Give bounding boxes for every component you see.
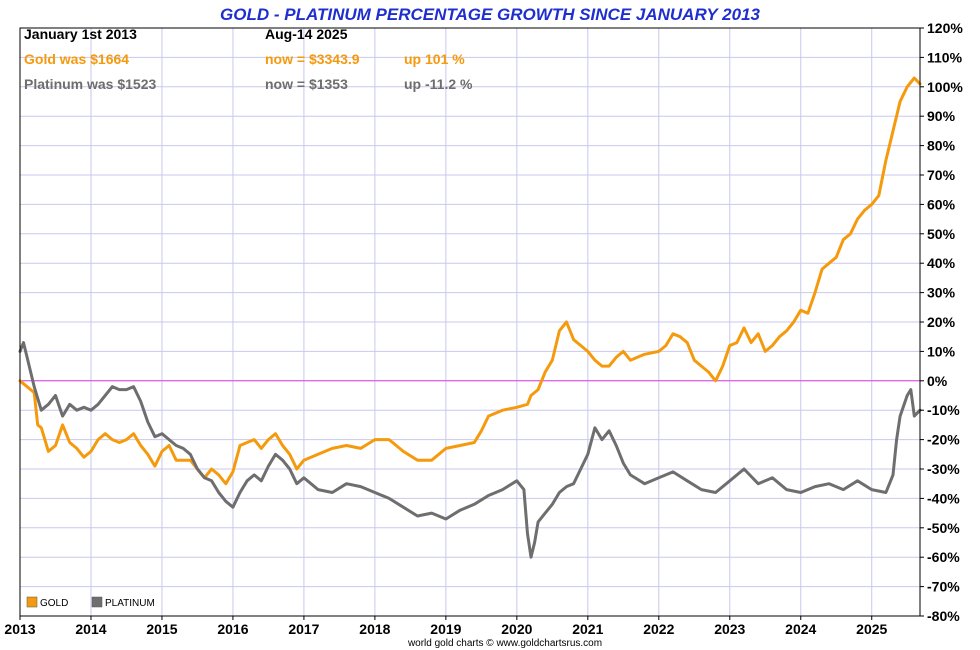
y-tick-label: 20% [927,314,956,330]
credit-line: world gold charts © www.goldchartsrus.co… [407,638,602,649]
x-tick-label: 2021 [572,621,603,637]
y-tick-label: 10% [927,343,956,359]
y-tick-label: 90% [927,108,956,124]
gold-current-price: now = $3343.9 [265,51,360,67]
platinum-change: up -11.2 % [404,76,473,92]
x-axis-ticks: 2013 2014 2015 2016 2017 2018 2019 2020 2021 2022… [4,616,888,637]
gold-start-price: Gold was $1664 [24,51,129,67]
start-date-label: January 1st 2013 [24,26,137,42]
y-tick-label: -40% [927,490,960,506]
series-line-gold [18,76,922,486]
y-tick-label: -20% [927,432,960,448]
x-tick-label: 2024 [785,621,816,637]
y-tick-label: 60% [927,196,956,212]
legend-label-platinum: PLATINUM [105,598,155,609]
y-axis-ticks: 120% 110% 100% 90% 80% 70% 60% 50% 40% 30% 20% 10% 0… [920,20,963,624]
y-tick-label: -50% [927,520,960,536]
y-tick-label: 50% [927,226,956,242]
y-tick-label: -60% [927,549,960,565]
x-tick-label: 2016 [217,621,248,637]
gold-change: up 101 % [404,51,465,67]
y-tick-label: 0% [927,373,948,389]
x-tick-label: 2019 [430,621,461,637]
x-tick-label: 2014 [75,621,106,637]
legend: GOLD PLATINUM [26,596,155,609]
y-tick-label: 110% [927,49,963,65]
y-tick-label: 40% [927,255,956,271]
y-tick-label: 80% [927,138,956,154]
y-tick-label: -10% [927,402,960,418]
y-tick-label: 120% [927,20,963,36]
chart-title: GOLD - PLATINUM PERCENTAGE GROWTH SINCE … [220,5,761,24]
x-tick-label: 2017 [288,621,319,637]
platinum-start-price: Platinum was $1523 [24,76,157,92]
x-tick-label: 2022 [643,621,674,637]
legend-swatch-platinum [91,596,103,608]
horizontal-gridlines [20,27,920,617]
x-tick-label: 2013 [4,621,35,637]
y-tick-label: 100% [927,79,963,95]
platinum-current-price: now = $1353 [265,76,348,92]
y-tick-label: 70% [927,167,956,183]
y-tick-label: -80% [927,608,960,624]
x-tick-label: 2023 [714,621,745,637]
legend-swatch-gold [26,596,38,608]
y-tick-label: -70% [927,579,960,595]
end-date-label: Aug-14 2025 [265,26,348,42]
series-line-platinum [18,341,922,559]
x-tick-label: 2025 [856,621,887,637]
x-tick-label: 2018 [359,621,390,637]
series-layer [18,76,922,559]
x-tick-label: 2015 [146,621,177,637]
y-tick-label: -30% [927,461,960,477]
y-tick-label: 30% [927,285,956,301]
x-tick-label: 2020 [501,621,532,637]
legend-label-gold: GOLD [40,598,68,609]
